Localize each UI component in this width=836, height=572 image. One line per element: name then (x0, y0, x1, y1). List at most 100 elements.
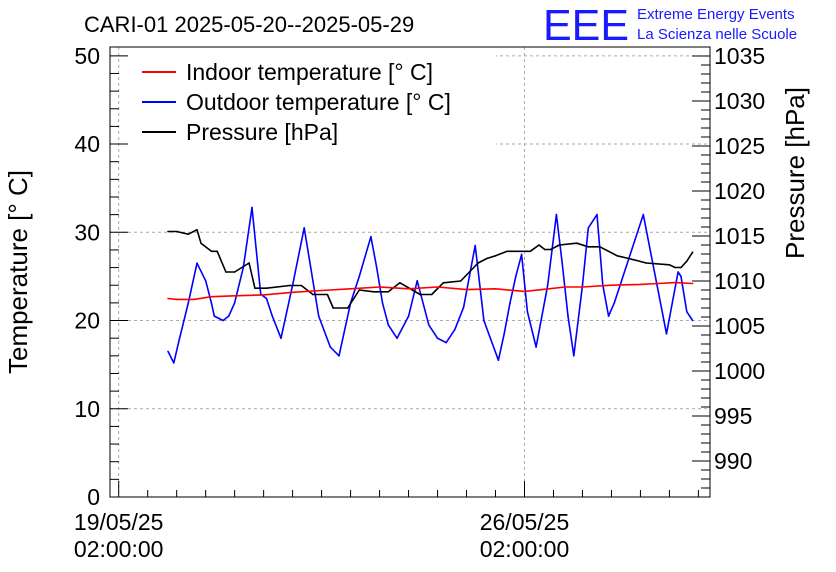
outdoor-point (303, 227, 306, 229)
indoor-point (210, 295, 213, 298)
pressure-point (575, 242, 578, 244)
indoor-point (541, 288, 543, 291)
outdoor-point (474, 244, 477, 247)
indoor-point (581, 286, 584, 288)
y2-tick-label: 1025 (714, 133, 765, 159)
y2-tick-label: 990 (714, 448, 752, 474)
outdoor-point (338, 355, 340, 357)
indoor-temperature-line (167, 281, 693, 301)
outdoor-point (370, 235, 372, 238)
series-layer (167, 206, 694, 364)
pressure-point (628, 257, 630, 260)
outdoor-point (358, 275, 361, 278)
outdoor-point (407, 315, 410, 317)
indoor-point (610, 284, 613, 287)
indoor-point (639, 283, 642, 286)
outdoor-point (581, 284, 584, 287)
outdoor-point (265, 297, 268, 300)
pressure-point (494, 255, 497, 257)
brand-line-2: La Scienza nelle Scuole (637, 26, 797, 43)
pressure-point (587, 246, 590, 248)
outdoor-point (613, 302, 616, 304)
indoor-point (378, 286, 381, 288)
indoor-point (167, 297, 169, 300)
pressure-point (538, 244, 540, 246)
outdoor-point (497, 359, 500, 362)
eee-logo: EEE (543, 1, 629, 50)
pressure-point (254, 287, 256, 290)
pressure-point (216, 250, 218, 253)
outdoor-point (526, 310, 529, 313)
outdoor-point (210, 302, 213, 304)
pressure-point (326, 293, 329, 296)
pressure-point (265, 287, 268, 290)
pressure-point (288, 284, 291, 287)
outdoor-point (196, 262, 198, 265)
legend-label-indoor: Indoor temperature [° C] (186, 59, 433, 85)
y-tick-label: 0 (87, 484, 100, 510)
outdoor-point (462, 306, 465, 309)
outdoor-temperature-line (167, 206, 694, 364)
x-tick-time: 02:00:00 (74, 536, 164, 562)
outdoor-point (228, 315, 230, 317)
indoor-point (674, 281, 676, 284)
pressure-point (430, 293, 433, 296)
outdoor-point (535, 346, 537, 348)
y2-tick-label: 995 (714, 403, 752, 429)
outdoor-point (375, 266, 378, 269)
outdoor-point (567, 315, 569, 317)
pressure-point (373, 291, 375, 293)
pressure-point (225, 271, 227, 273)
outdoor-point (213, 315, 216, 317)
indoor-point (494, 288, 497, 290)
outdoor-point (642, 213, 645, 216)
outdoor-point (468, 275, 471, 278)
pressure-point (200, 242, 202, 244)
outdoor-point (280, 337, 282, 340)
right-axis: 990 995 1000 1005 1010 1015 1020 1025 1030 1035 (692, 43, 765, 489)
brand-line-1: Extreme Energy Events (637, 6, 795, 23)
outdoor-point (381, 302, 384, 304)
outdoor-point (251, 206, 253, 209)
indoor-point (349, 288, 352, 290)
outdoor-point (573, 355, 575, 357)
pressure-point (686, 260, 688, 263)
left-axis: 0 10 20 30 40 50 (74, 43, 128, 510)
outdoor-point (483, 319, 485, 322)
outdoor-point (428, 324, 430, 326)
pressure-point (312, 293, 314, 296)
pressure-point (399, 282, 401, 284)
indoor-point (262, 294, 265, 296)
indoor-point (691, 282, 694, 285)
y2-tick-label: 1010 (714, 268, 765, 294)
outdoor-point (204, 280, 207, 282)
y-tick-label: 50 (74, 43, 100, 69)
outdoor-point (396, 337, 398, 340)
pressure-point (419, 293, 421, 296)
pressure-point (233, 271, 236, 273)
y-axis-title: Temperature [° C] (3, 170, 33, 374)
pressure-point (691, 251, 694, 253)
outdoor-point (317, 315, 320, 317)
legend: Indoor temperature [° C] Outdoor tempera… (128, 54, 496, 154)
outdoor-point (665, 333, 668, 335)
pressure-point (346, 307, 349, 309)
outdoor-point (178, 337, 181, 340)
pressure-point (645, 262, 647, 264)
indoor-point (465, 288, 468, 291)
pressure-point (332, 307, 335, 309)
pressure-point (680, 266, 682, 269)
outdoor-point (416, 280, 419, 282)
outdoor-point (222, 319, 224, 322)
outdoor-point (387, 324, 390, 326)
indoor-point (523, 290, 526, 293)
outdoor-point (686, 310, 688, 313)
outdoor-point (187, 302, 190, 304)
outdoor-point (436, 337, 439, 340)
outdoor-point (671, 302, 674, 304)
pressure-point (210, 250, 213, 253)
outdoor-point (555, 213, 558, 216)
pressure-point (515, 250, 517, 253)
outdoor-point (596, 213, 598, 216)
